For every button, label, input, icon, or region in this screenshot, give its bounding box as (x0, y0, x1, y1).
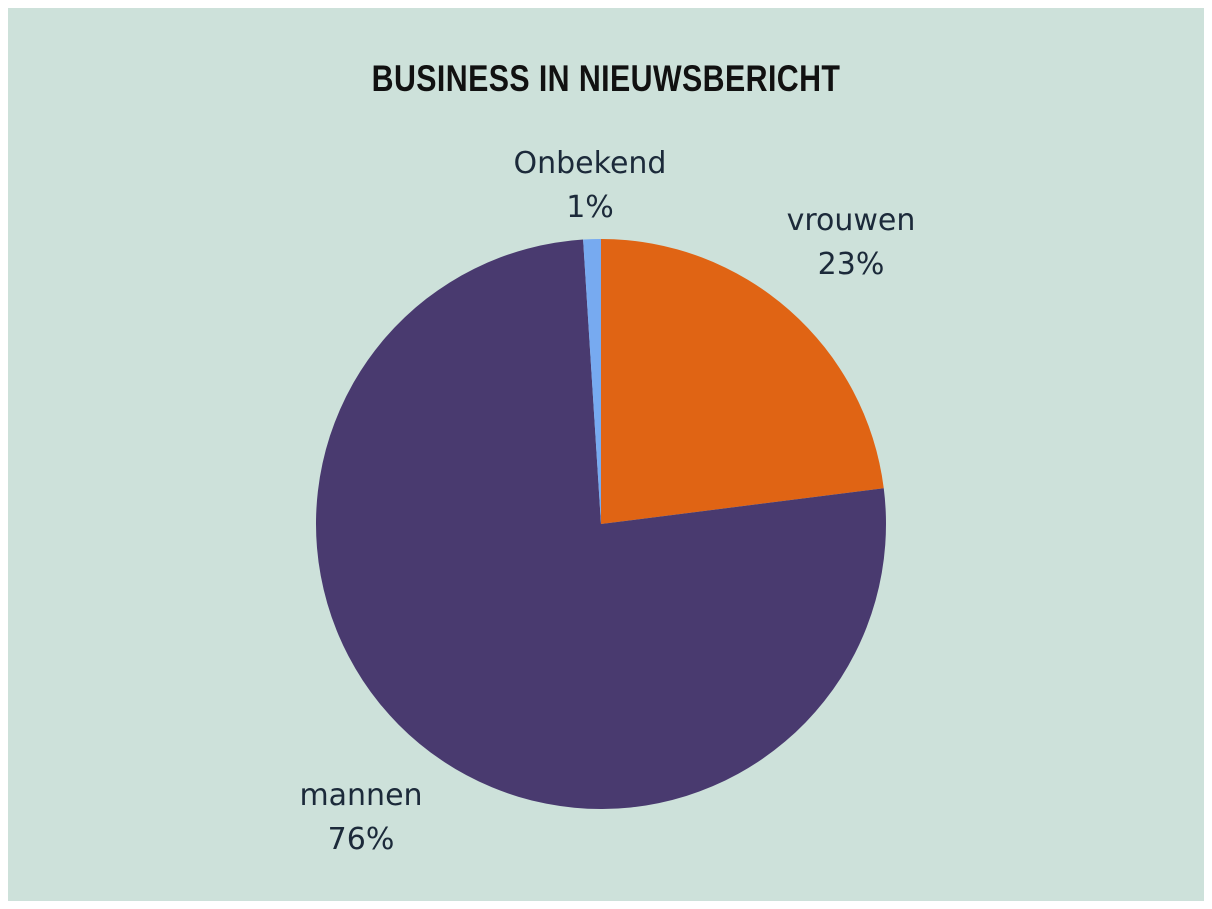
slice-label-mannen: mannen 76% (299, 778, 422, 857)
slice-label-value-onbekend: 1% (566, 190, 614, 225)
pie-chart: vrouwen 23% mannen 76% Onbekend 1% (8, 8, 1204, 901)
slice-label-name-onbekend: Onbekend (514, 146, 667, 181)
pie-slices (316, 239, 886, 809)
slice-label-name-vrouwen: vrouwen (787, 203, 916, 238)
chart-panel: BUSINESS IN NIEUWSBERICHT vrouwen 23% mann… (8, 8, 1204, 901)
slice-label-value-mannen: 76% (328, 822, 395, 857)
slice-label-vrouwen: vrouwen 23% (787, 203, 916, 282)
slice-label-name-mannen: mannen (299, 778, 422, 813)
slice-label-onbekend: Onbekend 1% (514, 146, 667, 225)
slice-label-value-vrouwen: 23% (818, 247, 885, 282)
